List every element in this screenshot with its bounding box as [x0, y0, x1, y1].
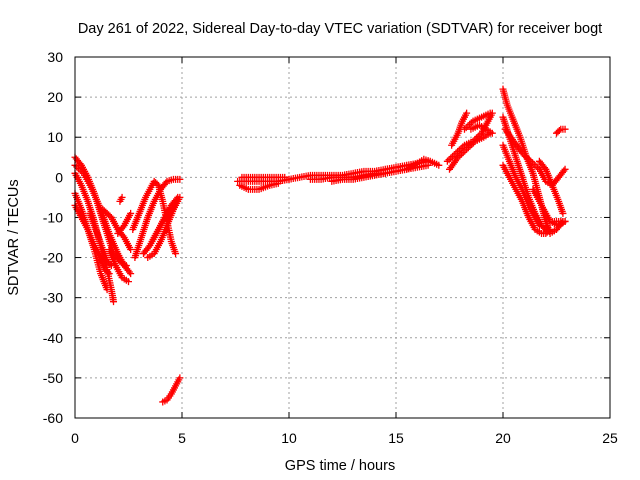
- series-track-10: [131, 175, 184, 262]
- series-track-15: [236, 179, 282, 193]
- y-tick-label: 10: [47, 129, 63, 145]
- data-point: [125, 268, 133, 276]
- series-track-31: [535, 157, 567, 217]
- data-point: [172, 250, 180, 258]
- data-point: [561, 165, 569, 173]
- y-tick-label: -20: [43, 250, 63, 266]
- series-track-21: [448, 109, 471, 149]
- y-tick-label: -60: [43, 410, 63, 426]
- series-track-20: [403, 155, 443, 173]
- y-tick-label: 0: [55, 169, 63, 185]
- data-point: [103, 286, 111, 294]
- series-track-19: [328, 169, 389, 185]
- data-point: [541, 164, 549, 172]
- data-point: [107, 262, 115, 270]
- data-point: [176, 374, 184, 382]
- data-point: [561, 217, 569, 225]
- y-tick-label: -40: [43, 330, 63, 346]
- data-point: [488, 129, 496, 137]
- data-point: [555, 127, 563, 135]
- data-point: [274, 179, 282, 187]
- series-track-36: [148, 193, 182, 246]
- data-point: [545, 227, 553, 235]
- chart-title: Day 261 of 2022, Sidereal Day-to-day VTE…: [78, 21, 602, 37]
- data-point: [546, 225, 554, 233]
- x-tick-label: 5: [178, 430, 186, 446]
- series-track-7: [105, 246, 132, 286]
- data-point: [145, 243, 153, 251]
- data-point: [127, 209, 135, 217]
- data-point: [119, 232, 127, 240]
- data-point: [105, 270, 113, 278]
- data-point: [486, 109, 494, 117]
- series-track-5: [71, 161, 135, 278]
- series-track-34: [553, 125, 569, 137]
- data-point: [540, 224, 548, 232]
- y-tick-label: -10: [43, 209, 63, 225]
- data-point: [106, 260, 114, 268]
- series-track-23: [446, 129, 494, 173]
- x-tick-label: 10: [281, 430, 297, 446]
- x-axis-label: GPS time / hours: [285, 458, 395, 474]
- y-tick-label: -50: [43, 370, 63, 386]
- data-point: [104, 268, 112, 276]
- series-track-28: [499, 141, 543, 229]
- data-point: [118, 193, 126, 201]
- data-point: [561, 125, 569, 133]
- data-point: [119, 223, 127, 231]
- series-track-25: [460, 109, 494, 133]
- plot-frame: [74, 56, 611, 419]
- data-point: [463, 109, 471, 117]
- series-track-29: [499, 161, 554, 237]
- data-point: [110, 298, 118, 306]
- data-point: [125, 278, 132, 286]
- data-point: [381, 169, 389, 177]
- data-point: [535, 221, 543, 229]
- data-point: [532, 162, 540, 170]
- data-point: [172, 195, 180, 203]
- series-track-37: [86, 209, 115, 270]
- data-point: [127, 270, 135, 278]
- x-tick-label: 20: [495, 430, 511, 446]
- data-point: [560, 167, 568, 175]
- data-point: [281, 173, 289, 181]
- x-tick-label: 0: [71, 430, 79, 446]
- data-point: [174, 193, 182, 201]
- data-point: [435, 161, 443, 169]
- x-tick-label: 25: [602, 430, 618, 446]
- x-tick-label: 15: [388, 430, 404, 446]
- y-tick-label: 30: [47, 49, 63, 65]
- data-marks: [71, 85, 569, 406]
- data-point: [176, 175, 184, 183]
- data-point: [76, 160, 84, 168]
- series-track-35: [114, 209, 135, 237]
- series-track-30: [501, 125, 569, 189]
- y-tick-label: 20: [47, 89, 63, 105]
- data-point: [559, 209, 567, 217]
- series-track-32: [529, 185, 569, 229]
- series-track-33: [548, 217, 569, 225]
- series-track-16: [238, 173, 289, 181]
- data-point: [127, 246, 135, 254]
- series-track-8: [116, 193, 126, 205]
- series-track-13: [159, 374, 184, 406]
- series-track-4: [71, 189, 111, 294]
- y-axis-label: SDTVAR / TECUs: [6, 179, 22, 295]
- y-tick-label: -30: [43, 290, 63, 306]
- series-track-24: [467, 121, 496, 137]
